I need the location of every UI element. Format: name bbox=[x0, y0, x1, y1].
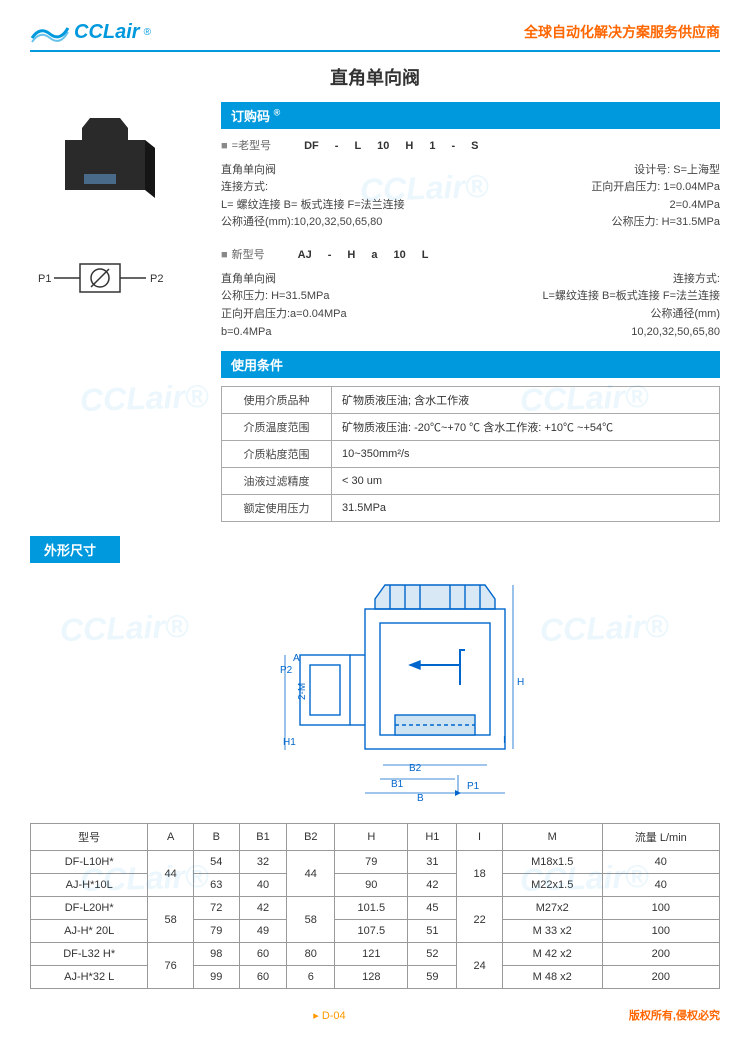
svg-text:P2: P2 bbox=[280, 665, 293, 676]
registered-icon: ® bbox=[144, 27, 151, 38]
old-notes-right: 设计号: S=上海型正向开启压力: 1=0.04MPa2=0.4MPa公称压力:… bbox=[591, 162, 720, 232]
logo: CCLair ® bbox=[30, 20, 151, 44]
new-model-label: 新型号 bbox=[232, 246, 265, 265]
svg-text:P2: P2 bbox=[150, 273, 163, 285]
svg-text:P1: P1 bbox=[467, 781, 480, 792]
bullet-icon: ■ bbox=[221, 246, 228, 265]
logo-text: CCLair bbox=[74, 21, 140, 44]
page-title: 直角单向阀 bbox=[30, 64, 720, 90]
dimension-drawing: P2A 2-M H1 H I B2 B1 B P1 bbox=[30, 575, 720, 805]
page-header: CCLair ® 全球自动化解决方案服务供应商 bbox=[30, 20, 720, 52]
slogan: 全球自动化解决方案服务供应商 bbox=[524, 22, 720, 42]
new-model-code: AJ-Ha10L bbox=[295, 246, 432, 265]
logo-wave-icon bbox=[30, 20, 70, 44]
svg-text:B: B bbox=[417, 793, 424, 804]
dimensions-bar: 外形尺寸 bbox=[30, 536, 120, 563]
page-footer: ▸ D-04 版权所有,侵权必究 bbox=[30, 1007, 720, 1023]
new-notes-left: 直角单向阀公称压力: H=31.5MPa正向开启压力:a=0.04MPab=0.… bbox=[221, 271, 347, 341]
conditions-bar: 使用条件 bbox=[221, 351, 720, 378]
svg-text:2-M: 2-M bbox=[297, 683, 308, 700]
hydraulic-symbol: P1 P2 bbox=[30, 247, 180, 307]
copyright: 版权所有,侵权必究 bbox=[629, 1007, 720, 1023]
svg-text:B1: B1 bbox=[391, 779, 404, 790]
order-code-bar: 订购码 ® bbox=[221, 102, 720, 129]
product-photo bbox=[30, 102, 180, 217]
old-model-code: DF-L10H1-S bbox=[301, 137, 481, 156]
page-number: ▸ D-04 bbox=[313, 1009, 345, 1022]
old-notes-left: 直角单向阀连接方式:L= 螺纹连接 B= 板式连接 F=法兰连接公称通径(mm)… bbox=[221, 162, 405, 232]
bullet-icon: ■ bbox=[221, 137, 228, 156]
svg-text:H: H bbox=[517, 677, 524, 688]
svg-text:A: A bbox=[293, 653, 300, 664]
dimensions-table: 型号ABB1B2HH1IM流量 L/minDF-L10H*44543244793… bbox=[30, 823, 720, 989]
old-model-label: =老型号 bbox=[232, 137, 271, 156]
order-code-section: ■ =老型号 DF-L10H1-S 直角单向阀连接方式:L= 螺纹连接 B= 板… bbox=[221, 137, 720, 351]
new-notes-right: 连接方式:L=螺纹连接 B=板式连接 F=法兰连接公称通径(mm)10,20,3… bbox=[542, 271, 720, 341]
svg-text:I: I bbox=[503, 735, 506, 746]
svg-text:P1: P1 bbox=[38, 273, 51, 285]
conditions-table: 使用介质品种矿物质液压油; 含水工作液介质温度范围矿物质液压油: -20℃~+7… bbox=[221, 386, 720, 522]
